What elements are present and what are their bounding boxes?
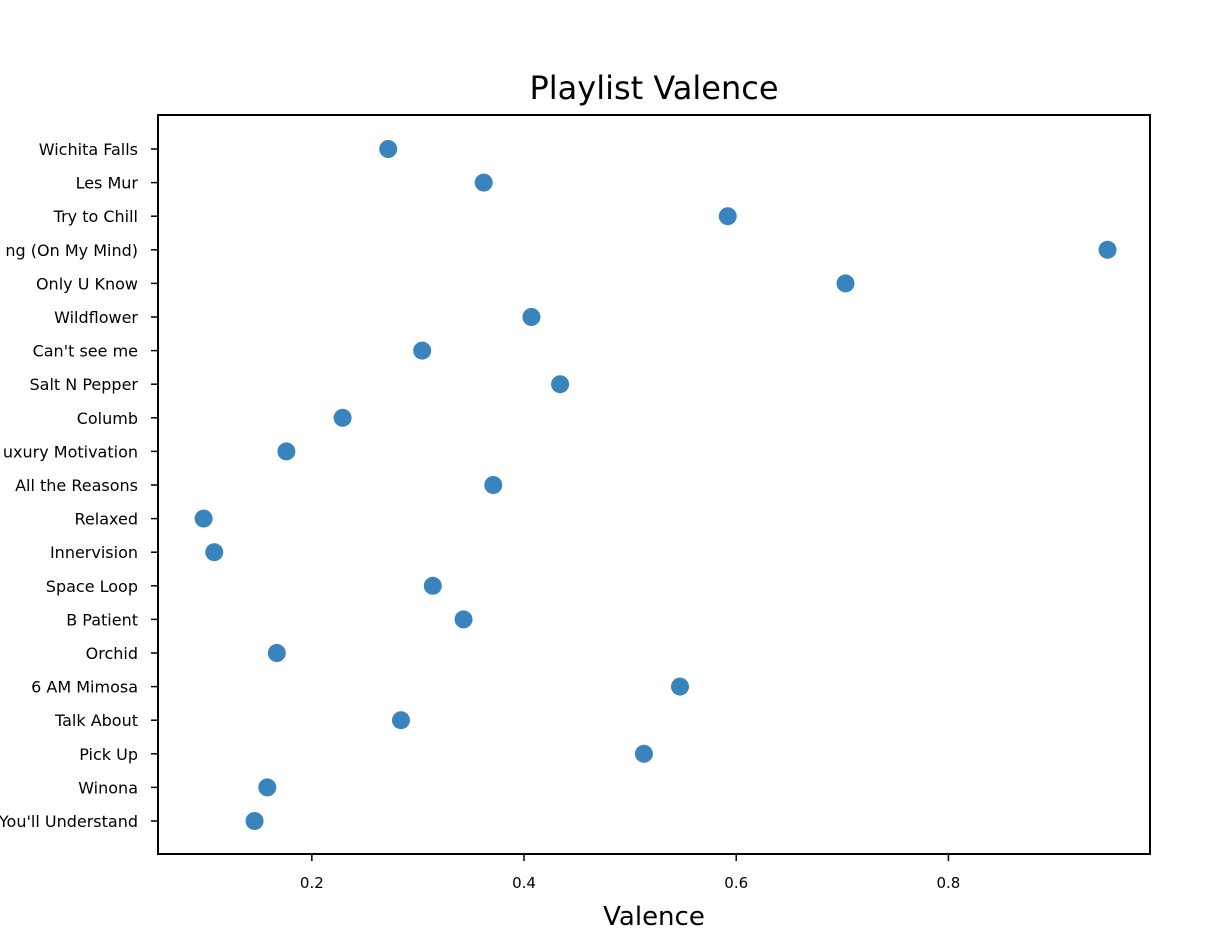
data-point: [423, 576, 442, 595]
data-point: [474, 173, 493, 192]
data-point: [379, 140, 398, 158]
y-tick-label: Salt N Pepper: [30, 375, 139, 394]
data-point: [634, 744, 653, 763]
y-tick-label: Relaxed: [75, 510, 138, 529]
data-points: [194, 140, 1117, 830]
y-tick-label: B Patient: [66, 610, 138, 629]
y-tick-label: Only U Know: [36, 274, 138, 293]
y-tick-label: You'll Understand: [0, 812, 138, 831]
y-tick-label: All the Reasons: [15, 476, 138, 495]
y-tick-label: Space Loop: [46, 577, 138, 596]
data-point: [391, 711, 410, 730]
data-point: [413, 341, 432, 360]
data-point: [454, 610, 473, 629]
x-tick-label: 0.2: [300, 874, 324, 892]
data-point: [194, 509, 213, 528]
x-tick-label: 0.8: [936, 874, 960, 892]
data-point: [836, 274, 855, 293]
chart-title: Playlist Valence: [529, 69, 778, 107]
x-tick-label: 0.6: [724, 874, 748, 892]
y-tick-label: uxury Motivation: [3, 442, 138, 461]
data-point: [258, 778, 277, 797]
y-tick-label: ng (On My Mind): [5, 241, 138, 260]
data-point: [551, 375, 570, 394]
data-point: [718, 207, 737, 226]
y-tick-label: Innervision: [50, 543, 138, 562]
data-point: [277, 442, 296, 461]
data-point: [522, 308, 541, 326]
y-tick-label: Can't see me: [33, 342, 138, 361]
data-point: [245, 812, 264, 830]
y-axis-ticks: Wichita Falls Les Mur Try to Chill ng (On M…: [0, 140, 158, 831]
y-tick-label: Wildflower: [54, 308, 138, 327]
data-point: [333, 408, 352, 427]
y-tick-label: Columb: [77, 409, 138, 428]
y-tick-label: Orchid: [86, 644, 138, 663]
y-tick-label: Wichita Falls: [39, 140, 138, 159]
plot-area-frame: [157, 114, 1151, 855]
data-point: [484, 476, 503, 494]
data-point: [670, 677, 689, 696]
data-point: [1098, 240, 1117, 259]
y-tick-label: 6 AM Mimosa: [31, 678, 138, 697]
y-tick-label: Les Mur: [76, 174, 139, 193]
y-tick-label: Pick Up: [79, 745, 138, 764]
x-axis-ticks: 0.2 0.4 0.6 0.8: [300, 854, 960, 892]
y-tick-label: Talk About: [54, 711, 138, 730]
x-tick-label: 0.4: [512, 874, 536, 892]
y-tick-label: Try to Chill: [53, 207, 138, 226]
data-point: [205, 543, 224, 562]
data-point: [267, 644, 286, 662]
x-axis-label: Valence: [603, 902, 705, 932]
y-tick-label: Winona: [78, 778, 138, 797]
